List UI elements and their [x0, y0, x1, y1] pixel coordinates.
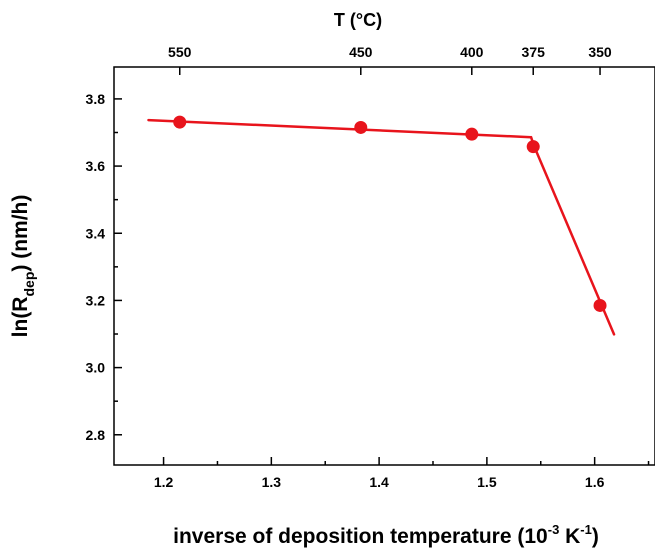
data-point: [354, 120, 368, 134]
y-axis-title: ln(Rdep) (nm/h): [9, 195, 37, 338]
top-tick-label: 375: [522, 44, 546, 60]
x-axis-ticks: 1.2 1.3 1.4 1.5 1.6: [154, 457, 650, 490]
top-axis-ticks: 550 450 400 375 350: [168, 44, 612, 75]
top-tick-label: 450: [349, 44, 373, 60]
data-point: [526, 140, 540, 154]
x-axis-title-end: ): [592, 525, 599, 548]
y-axis-title-main: ln(R: [9, 297, 32, 338]
x-axis-title-mid: K: [559, 525, 580, 548]
x-axis-title: inverse of deposition temperature (10-3 …: [173, 522, 599, 548]
x-tick-label: 1.3: [262, 474, 282, 490]
y-tick-label: 3.8: [86, 91, 106, 107]
y-tick-label: 3.4: [86, 225, 106, 241]
y-tick-label: 2.8: [86, 427, 106, 443]
top-tick-label: 350: [588, 44, 612, 60]
y-tick-label: 3.0: [86, 360, 106, 376]
y-tick-label: 3.2: [86, 292, 106, 308]
y-tick-label: 3.6: [86, 158, 106, 174]
top-axis-title: T (°C): [334, 10, 382, 30]
top-tick-label: 400: [460, 44, 484, 60]
x-axis-title-exp1: -3: [548, 522, 560, 537]
data-points: [173, 115, 607, 312]
y-axis-title-end: ) (nm/h): [9, 195, 32, 272]
x-tick-label: 1.6: [585, 474, 605, 490]
top-tick-label: 550: [168, 44, 192, 60]
x-tick-label: 1.5: [477, 474, 497, 490]
x-tick-label: 1.4: [369, 474, 389, 490]
fit-lines: [147, 118, 616, 336]
plot-frame: [113, 66, 655, 466]
x-axis-title-exp2: -1: [580, 522, 592, 537]
data-point: [173, 115, 187, 129]
x-axis-title-main: inverse of deposition temperature (10: [173, 525, 548, 548]
y-axis-title-sub: dep: [21, 272, 37, 297]
y-axis-ticks: 2.8 3.0 3.2 3.4 3.6 3.8: [86, 91, 122, 443]
data-point: [465, 127, 479, 141]
x-tick-label: 1.2: [154, 474, 174, 490]
data-point: [593, 298, 607, 312]
